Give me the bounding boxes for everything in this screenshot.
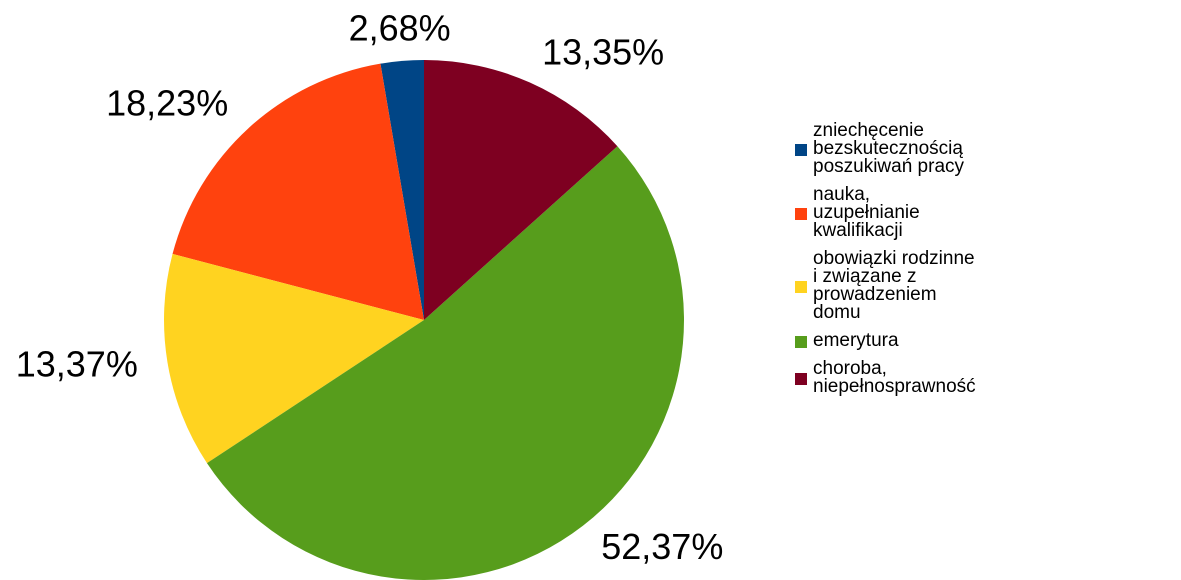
pie-slice — [172, 63, 424, 321]
legend: zniechęcenie bezskutecznością poszukiwań… — [795, 120, 980, 406]
pie-slice — [424, 60, 618, 320]
legend-item: emerytura — [795, 330, 980, 351]
legend-item: choroba, niepełnosprawność — [795, 358, 980, 397]
pie-slice — [380, 60, 424, 320]
data-label: 2,68% — [349, 8, 451, 49]
legend-item: nauka, uzupełnianie kwalifikacji — [795, 184, 980, 241]
pie-slice — [206, 146, 684, 580]
legend-swatch — [795, 336, 807, 348]
legend-swatch — [795, 208, 807, 220]
data-label: 13,35% — [542, 32, 664, 73]
legend-item: zniechęcenie bezskutecznością poszukiwań… — [795, 120, 980, 177]
data-label: 52,37% — [601, 526, 723, 567]
legend-swatch — [795, 144, 807, 156]
data-label: 18,23% — [106, 83, 228, 124]
legend-label: emerytura — [813, 330, 899, 351]
pie-slice — [164, 253, 424, 464]
legend-label: nauka, uzupełnianie kwalifikacji — [813, 184, 920, 241]
legend-swatch — [795, 373, 807, 385]
legend-label: zniechęcenie bezskutecznością poszukiwań… — [813, 120, 965, 177]
legend-label: obowiązki rodzinne i związane z prowadze… — [813, 248, 975, 323]
legend-item: obowiązki rodzinne i związane z prowadze… — [795, 248, 980, 323]
legend-swatch — [795, 281, 807, 293]
legend-label: choroba, niepełnosprawność — [813, 358, 976, 397]
data-label: 13,37% — [16, 344, 138, 385]
